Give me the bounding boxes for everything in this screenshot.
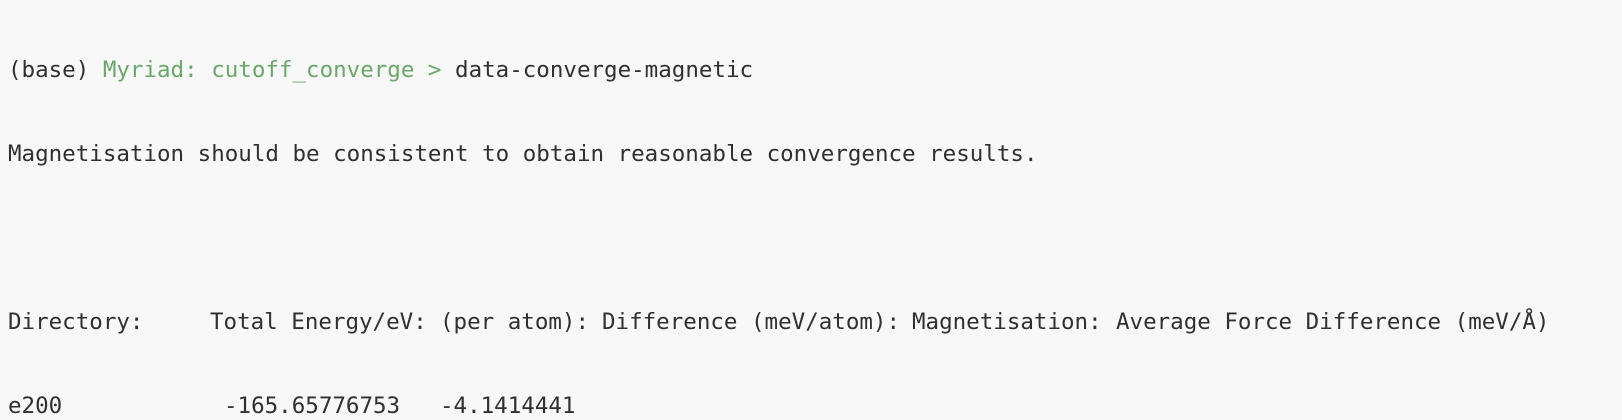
- cell-directory: e200: [8, 393, 63, 419]
- header-magnetisation: Magnetisation:: [912, 309, 1102, 335]
- prompt-line: (base) Myriad: cutoff_converge > data-co…: [8, 56, 1622, 84]
- blank-line: [8, 224, 1622, 252]
- cell-per-atom: -4.1414441: [440, 393, 576, 419]
- header-per-atom: (per atom):: [440, 309, 590, 335]
- header-difference: Difference (meV/atom):: [602, 309, 901, 335]
- info-message: Magnetisation should be consistent to ob…: [8, 141, 1038, 167]
- cell-total-energy: -165.65776753: [224, 393, 401, 419]
- prompt-location: Myriad: cutoff_converge >: [102, 57, 442, 83]
- table-row: e200 -165.65776753 -4.1414441: [8, 392, 1622, 420]
- conda-env: (base): [8, 57, 90, 83]
- command-text: data-converge-magnetic: [455, 57, 754, 83]
- header-force-difference: Average Force Difference (meV/Å): [1116, 309, 1550, 335]
- table-header: Directory: Total Energy/eV: (per atom): …: [8, 308, 1622, 336]
- header-total-energy: Total Energy/eV:: [210, 309, 427, 335]
- header-directory: Directory:: [8, 309, 144, 335]
- table-body: e200-165.65776753-4.1414441e250-175.1271…: [8, 392, 1622, 420]
